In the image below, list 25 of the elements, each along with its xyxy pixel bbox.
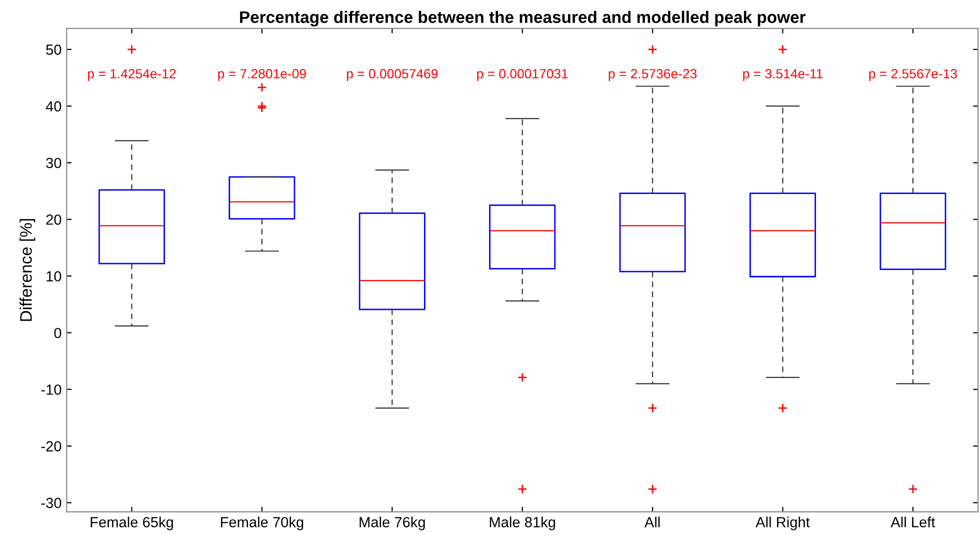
annotation: p = 3.514e-11 <box>743 69 823 82</box>
x-tick-label: All <box>644 516 660 528</box>
y-tick-label: 10 <box>46 271 62 282</box>
y-tick-label: 50 <box>46 44 62 55</box>
annotation: p = 7.2801e-09 <box>218 69 306 82</box>
y-tick-label: -30 <box>41 498 62 508</box>
y-tick-label: -20 <box>41 441 62 452</box>
annotation: p = 2.5567e-13 <box>869 69 957 82</box>
y-tick-label: 40 <box>46 101 62 112</box>
x-tick-label: All Left <box>890 516 936 528</box>
x-tick-label: All Right <box>756 516 810 530</box>
y-tick-label: 20 <box>46 214 62 225</box>
x-tick-label: Female 65kg <box>90 516 173 530</box>
x-tick-label: Female 70kg <box>220 516 304 530</box>
annotation: p = 0.00017031 <box>477 69 568 82</box>
x-tick-label: Male 81kg <box>490 516 556 530</box>
annotation: p = 1.4254e-12 <box>88 69 176 82</box>
y-tick-label: 30 <box>46 158 62 168</box>
y-tick-label: 0 <box>54 328 62 338</box>
annotation: p = 2.5736e-23 <box>608 69 697 82</box>
chart-title: Percentage difference between the measured and modelled peak power <box>240 10 806 26</box>
y-axis-title: Difference [%] <box>20 219 36 321</box>
y-tick-label: -10 <box>41 384 62 395</box>
annotation: p = 0.00057469 <box>346 69 438 82</box>
x-tick-label: Male 76kg <box>360 516 425 530</box>
